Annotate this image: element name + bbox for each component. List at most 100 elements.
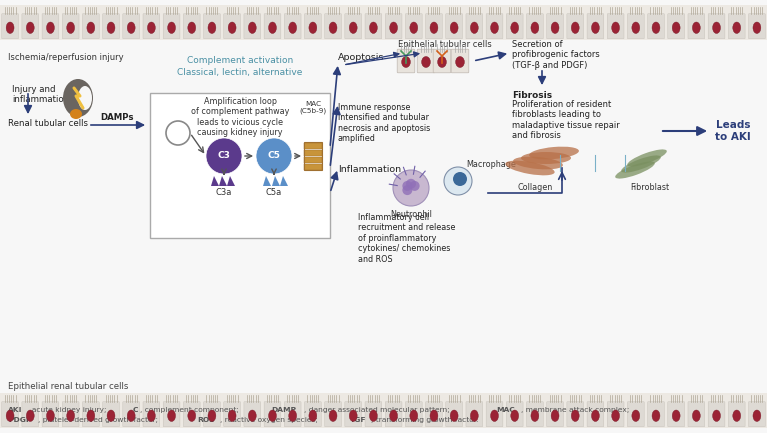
Text: Collagen: Collagen [518, 183, 553, 192]
Ellipse shape [168, 22, 176, 33]
FancyBboxPatch shape [150, 93, 330, 238]
Ellipse shape [505, 161, 555, 175]
Bar [304, 143, 322, 149]
FancyBboxPatch shape [224, 402, 241, 427]
FancyBboxPatch shape [42, 14, 59, 39]
Text: Complement activation: Complement activation [187, 56, 293, 65]
Text: , membrane attack complex;: , membrane attack complex; [521, 407, 629, 413]
Ellipse shape [410, 410, 418, 421]
FancyBboxPatch shape [668, 14, 684, 39]
Ellipse shape [309, 410, 317, 421]
Text: MAC
(C5b-9): MAC (C5b-9) [299, 101, 327, 114]
Ellipse shape [208, 410, 216, 421]
Circle shape [256, 138, 292, 174]
FancyBboxPatch shape [749, 14, 765, 39]
Ellipse shape [70, 109, 82, 119]
FancyBboxPatch shape [627, 402, 644, 427]
FancyBboxPatch shape [587, 402, 604, 427]
Ellipse shape [309, 22, 317, 33]
Text: C5a: C5a [266, 188, 282, 197]
Ellipse shape [713, 22, 720, 33]
FancyBboxPatch shape [163, 14, 180, 39]
Ellipse shape [551, 410, 559, 421]
Bar [304, 157, 322, 163]
Text: DAMP: DAMP [272, 407, 297, 413]
Ellipse shape [402, 56, 410, 68]
FancyBboxPatch shape [22, 14, 38, 39]
Ellipse shape [229, 22, 236, 33]
Text: Classical, lectin, alternative: Classical, lectin, alternative [177, 68, 303, 77]
FancyBboxPatch shape [2, 402, 18, 427]
Text: Injury and
inflammation: Injury and inflammation [12, 85, 69, 104]
FancyBboxPatch shape [406, 402, 422, 427]
Ellipse shape [450, 410, 458, 421]
Circle shape [166, 121, 190, 145]
Ellipse shape [672, 22, 680, 33]
FancyBboxPatch shape [264, 14, 281, 39]
FancyBboxPatch shape [62, 14, 79, 39]
Bar [0, 393, 767, 428]
FancyBboxPatch shape [143, 402, 160, 427]
Ellipse shape [229, 410, 236, 421]
Ellipse shape [6, 410, 14, 421]
Ellipse shape [147, 410, 155, 421]
Ellipse shape [511, 22, 518, 33]
Text: TGF: TGF [350, 417, 367, 423]
Circle shape [444, 167, 472, 195]
FancyBboxPatch shape [163, 402, 180, 427]
Ellipse shape [188, 22, 196, 33]
FancyBboxPatch shape [365, 402, 382, 427]
FancyBboxPatch shape [42, 402, 59, 427]
Text: Inflammation: Inflammation [338, 165, 401, 174]
Circle shape [406, 179, 416, 189]
Text: Fibroblast: Fibroblast [630, 183, 670, 192]
Text: Epithelial tubular cells: Epithelial tubular cells [398, 40, 492, 49]
FancyBboxPatch shape [397, 49, 415, 73]
Ellipse shape [652, 22, 660, 33]
Ellipse shape [713, 410, 720, 421]
FancyBboxPatch shape [567, 402, 584, 427]
Text: C3: C3 [218, 152, 230, 161]
FancyBboxPatch shape [244, 14, 261, 39]
Ellipse shape [521, 152, 571, 164]
FancyBboxPatch shape [103, 14, 120, 39]
FancyBboxPatch shape [451, 49, 469, 73]
Text: Leads
to AKI: Leads to AKI [715, 120, 751, 142]
Text: AKI: AKI [8, 407, 22, 413]
Text: Fibrosis: Fibrosis [512, 91, 552, 100]
FancyBboxPatch shape [466, 402, 482, 427]
Ellipse shape [652, 410, 660, 421]
Ellipse shape [329, 410, 337, 421]
Ellipse shape [127, 410, 135, 421]
Ellipse shape [551, 22, 559, 33]
Ellipse shape [370, 22, 377, 33]
FancyBboxPatch shape [506, 14, 523, 39]
FancyBboxPatch shape [304, 14, 321, 39]
Ellipse shape [268, 410, 276, 421]
FancyBboxPatch shape [285, 402, 301, 427]
Ellipse shape [26, 410, 35, 421]
Circle shape [403, 181, 413, 191]
Text: MAC: MAC [496, 407, 515, 413]
FancyBboxPatch shape [688, 14, 705, 39]
FancyBboxPatch shape [547, 14, 564, 39]
FancyBboxPatch shape [385, 14, 402, 39]
Ellipse shape [288, 22, 297, 33]
Text: Ischemia/reperfusion injury: Ischemia/reperfusion injury [8, 53, 123, 62]
Ellipse shape [147, 22, 155, 33]
Bar [304, 150, 322, 156]
Ellipse shape [208, 22, 216, 33]
FancyBboxPatch shape [324, 402, 341, 427]
Ellipse shape [529, 147, 579, 159]
Text: Proliferation of resident
fibroblasts leading to
maladaptive tissue repair
and f: Proliferation of resident fibroblasts le… [512, 100, 620, 140]
Text: , acute kidney injury;: , acute kidney injury; [27, 407, 109, 413]
FancyBboxPatch shape [466, 14, 482, 39]
FancyBboxPatch shape [143, 14, 160, 39]
FancyBboxPatch shape [627, 14, 644, 39]
Ellipse shape [632, 22, 640, 33]
Text: Macrophage: Macrophage [466, 160, 516, 169]
Ellipse shape [693, 22, 700, 33]
Ellipse shape [63, 79, 93, 117]
Ellipse shape [268, 22, 276, 33]
Text: , transforming growth factor.: , transforming growth factor. [371, 417, 479, 423]
